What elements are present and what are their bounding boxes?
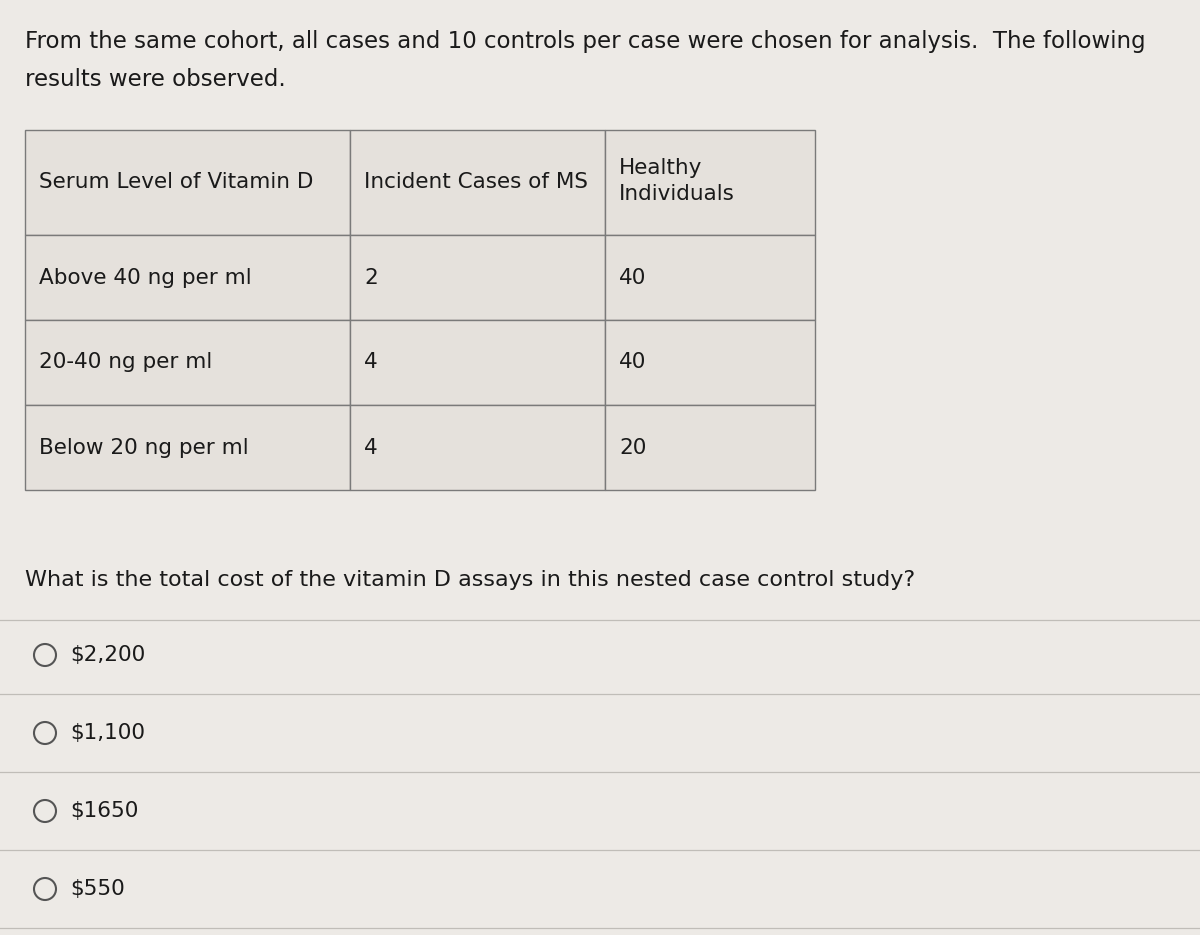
Bar (350, 405, 605, 490)
Bar (25, 130, 350, 235)
Text: 20: 20 (619, 438, 647, 457)
Bar (25, 235, 350, 320)
Text: Incident Cases of MS: Incident Cases of MS (364, 172, 588, 193)
Bar (605, 235, 815, 320)
Text: $1,100: $1,100 (70, 723, 145, 743)
Bar (605, 130, 815, 235)
Bar (350, 130, 605, 235)
Text: $2,200: $2,200 (70, 645, 145, 665)
Bar (25, 405, 350, 490)
Text: 2: 2 (364, 267, 378, 287)
Bar (350, 320, 605, 405)
Text: 20-40 ng per ml: 20-40 ng per ml (38, 352, 212, 372)
Text: 40: 40 (619, 352, 647, 372)
Bar (605, 320, 815, 405)
Text: results were observed.: results were observed. (25, 68, 286, 91)
Bar (25, 320, 350, 405)
Text: Serum Level of Vitamin D: Serum Level of Vitamin D (38, 172, 313, 193)
Text: $1650: $1650 (70, 801, 138, 821)
Text: 4: 4 (364, 352, 378, 372)
Text: Individuals: Individuals (619, 184, 734, 204)
Text: Healthy: Healthy (619, 158, 702, 178)
Text: What is the total cost of the vitamin D assays in this nested case control study: What is the total cost of the vitamin D … (25, 570, 916, 590)
Text: $550: $550 (70, 879, 125, 899)
Text: From the same cohort, all cases and 10 controls per case were chosen for analysi: From the same cohort, all cases and 10 c… (25, 30, 1146, 53)
Text: 40: 40 (619, 267, 647, 287)
Bar (605, 405, 815, 490)
Text: Above 40 ng per ml: Above 40 ng per ml (38, 267, 252, 287)
Text: Below 20 ng per ml: Below 20 ng per ml (38, 438, 248, 457)
Bar (350, 235, 605, 320)
Text: 4: 4 (364, 438, 378, 457)
